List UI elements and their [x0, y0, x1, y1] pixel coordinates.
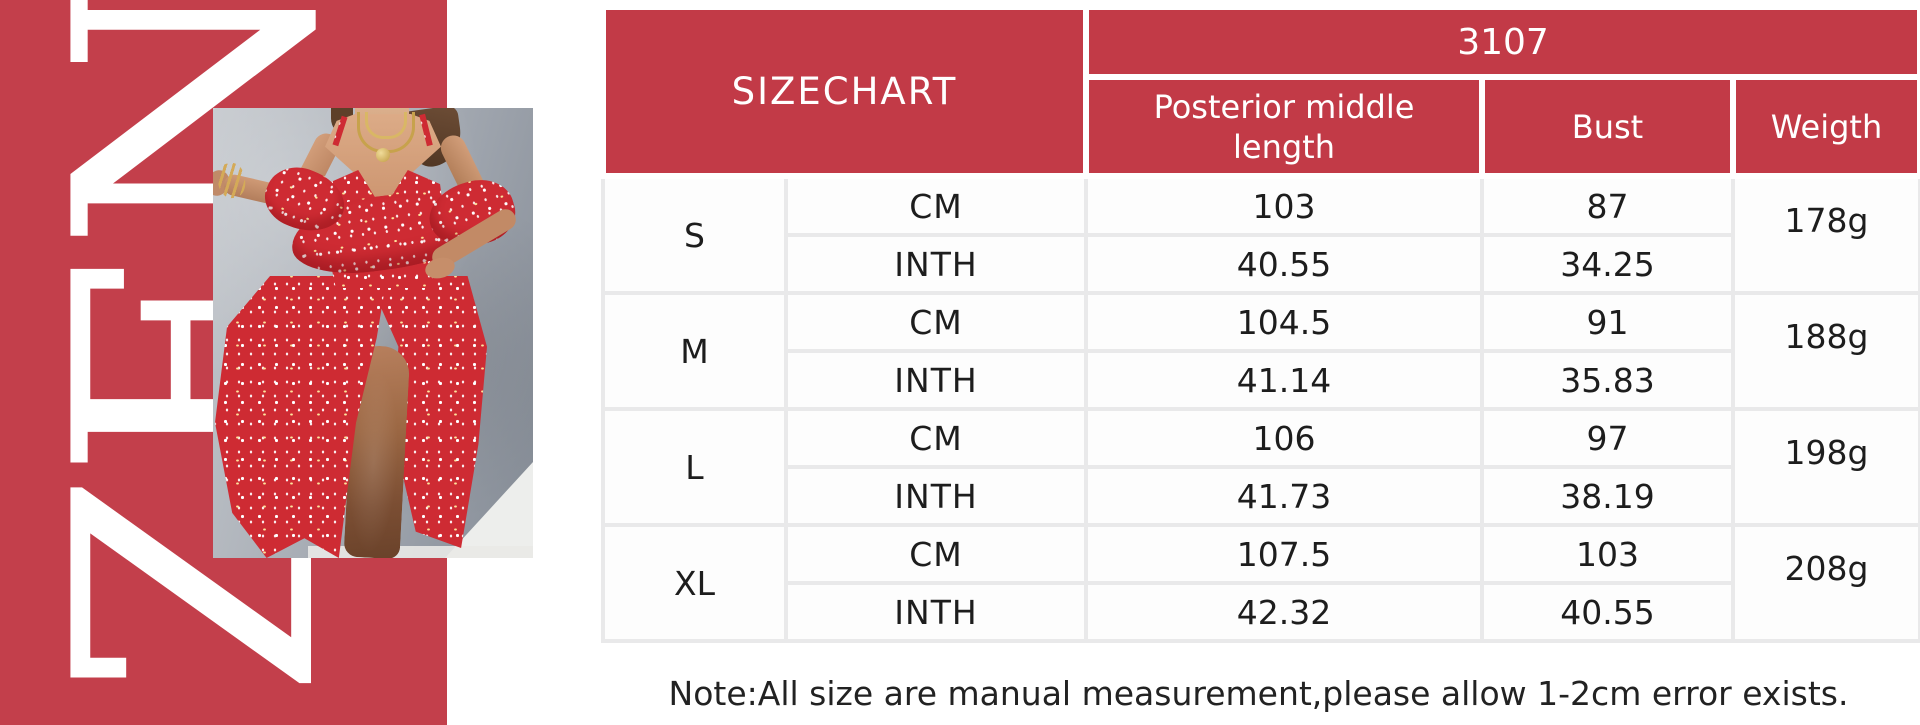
posterior-value: 41.14 [1084, 349, 1484, 411]
weight-value: 188g [1730, 291, 1920, 411]
bust-value: 38.19 [1480, 465, 1735, 527]
posterior-value: 42.32 [1084, 581, 1484, 643]
bust-value: 91 [1480, 291, 1735, 353]
measurement-note: Note:All size are manual measurement,ple… [668, 674, 1849, 713]
weight-value: 198g [1730, 407, 1920, 527]
bust-value: 87 [1480, 174, 1735, 237]
unit-label: INTH [784, 465, 1088, 527]
posterior-value: 40.55 [1084, 233, 1484, 295]
bust-value: 103 [1480, 523, 1735, 585]
column-header-posterior-middle-length: Posterior middle length [1083, 74, 1485, 179]
size-label: M [601, 291, 788, 411]
bust-value: 35.83 [1480, 349, 1735, 411]
table-row: INTH 41.73 38.19 [603, 465, 1920, 527]
size-chart-table: SIZECHART 3107 Posterior middle length B… [600, 4, 1920, 643]
posterior-value: 41.73 [1084, 465, 1484, 527]
size-label: S [601, 174, 788, 295]
bust-value: 97 [1480, 407, 1735, 469]
sizechart-title: SIZECHART [600, 4, 1089, 179]
unit-label: INTH [784, 349, 1088, 411]
bust-value: 40.55 [1480, 581, 1735, 643]
necklace-pendant [376, 148, 390, 162]
posterior-value: 103 [1084, 174, 1484, 237]
posterior-value: 107.5 [1084, 523, 1484, 585]
column-header-weight: Weigth [1729, 74, 1920, 179]
unit-label: CM [784, 407, 1088, 469]
posterior-value: 106 [1084, 407, 1484, 469]
table-row: INTH 42.32 40.55 [603, 581, 1920, 643]
table-row: INTH 41.14 35.83 [603, 349, 1920, 411]
unit-label: CM [784, 523, 1088, 585]
unit-label: INTH [784, 233, 1088, 295]
table-row: M CM 104.5 91 188g [601, 291, 1920, 411]
size-label: XL [601, 523, 788, 643]
weight-value: 208g [1730, 523, 1920, 643]
unit-label: CM [784, 174, 1088, 237]
unit-label: INTH [784, 581, 1088, 643]
size-label: L [601, 407, 788, 527]
table-row: L CM 106 97 198g [601, 407, 1920, 527]
column-header-bust: Bust [1479, 74, 1736, 179]
table-row: INTH 40.55 34.25 [603, 233, 1920, 295]
model-number-header: 3107 [1082, 4, 1920, 80]
posterior-value: 104.5 [1084, 291, 1484, 353]
bust-value: 34.25 [1480, 233, 1735, 295]
product-photo [213, 108, 533, 558]
table-row: S CM 103 87 178g [601, 174, 1920, 295]
weight-value: 178g [1730, 174, 1920, 295]
unit-label: CM [784, 291, 1088, 353]
table-row: XL CM 107.5 103 208g [601, 523, 1920, 643]
photo-floor-strip [308, 546, 533, 558]
